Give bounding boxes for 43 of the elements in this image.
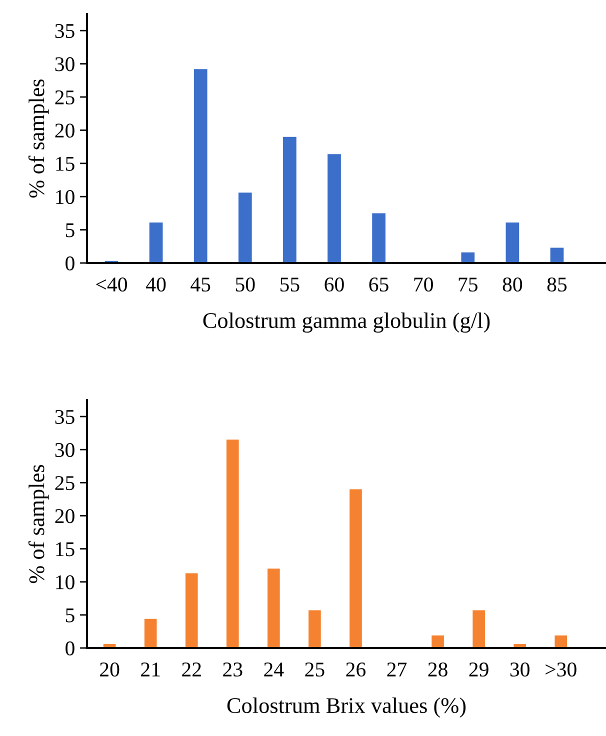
x-tick-label: 25 (305, 662, 324, 677)
y-tick-label: 30 (55, 442, 74, 458)
y-tick-label: 5 (66, 608, 74, 622)
x-tick-label: 21 (141, 662, 160, 676)
x-tick-label: 45 (190, 278, 210, 292)
y-tick-label: 20 (55, 509, 74, 524)
x-tick-label: 28 (428, 662, 448, 677)
x-tick-label: 60 (324, 277, 344, 292)
y-tick-label: 25 (55, 476, 74, 490)
y-tick-label: 20 (55, 124, 74, 138)
x-tick-label: 40 (146, 277, 166, 292)
x-tick-label: 27 (387, 662, 407, 676)
x-tick-label: >30 (546, 662, 576, 677)
x-tick-label: 55 (280, 278, 300, 292)
x-tick-label: 22 (182, 662, 201, 676)
x-tick-label: 20 (100, 662, 120, 677)
x-tick-label: 29 (469, 662, 488, 677)
y-axis-title: % of samples (28, 464, 49, 584)
y-tick-label: 0 (66, 256, 74, 270)
x-tick-label: 30 (510, 662, 530, 677)
x-tick-label: 80 (502, 277, 522, 292)
x-tick-label: <40 (96, 277, 127, 292)
y-tick-label: 30 (55, 57, 74, 72)
x-tick-label: 75 (458, 278, 478, 292)
y-tick-label: 15 (56, 156, 74, 171)
y-tick-label: 5 (66, 223, 74, 238)
y-tick-label: 35 (55, 24, 74, 38)
x-tick-label: 23 (223, 662, 242, 677)
y-tick-label: 25 (55, 90, 74, 104)
x-tick-label: 26 (346, 662, 366, 677)
y-axis-title: % of samples (28, 79, 49, 198)
x-tick-label: 85 (547, 277, 567, 292)
x-tick-label: 24 (264, 662, 284, 676)
y-tick-label: 10 (56, 190, 74, 204)
y-tick-label: 10 (56, 575, 74, 590)
x-tick-label: 70 (414, 277, 433, 292)
x-axis-title: Colostrum Brix values (%) (227, 697, 466, 718)
x-tick-label: 65 (369, 278, 388, 292)
x-tick-label: 50 (236, 277, 255, 292)
x-axis-title: Colostrum gamma globulin (g/l) (203, 312, 490, 333)
y-tick-label: 0 (66, 641, 74, 656)
y-tick-label: 35 (55, 410, 74, 424)
y-tick-label: 15 (56, 542, 74, 556)
